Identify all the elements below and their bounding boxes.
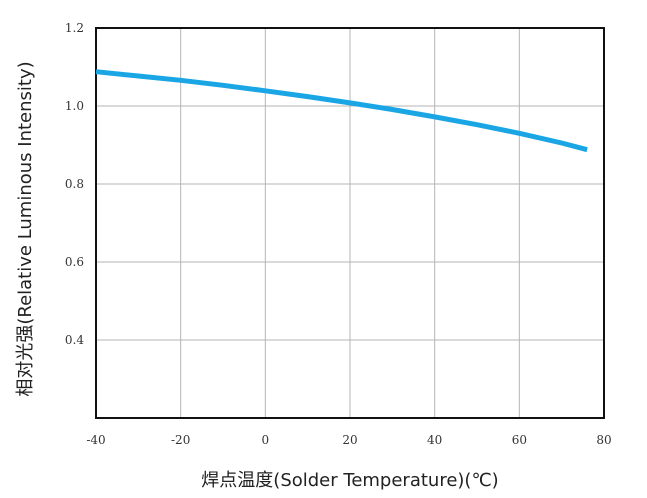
x-tick-label: -40 bbox=[86, 433, 105, 447]
series-layer bbox=[95, 69, 588, 153]
y-tick-label: 0.8 bbox=[65, 177, 84, 191]
y-tick-label: 1.2 bbox=[65, 21, 84, 35]
x-tick-label: -20 bbox=[171, 433, 190, 447]
x-tick-label: 20 bbox=[342, 433, 357, 447]
tick-labels: -40 -20 0 20 40 60 80 0.4 0.6 0.8 1.0 1.2 bbox=[65, 21, 612, 447]
x-tick-label: 80 bbox=[596, 433, 611, 447]
y-axis-title: 相对光强(Relative Luminous Intensity) bbox=[15, 61, 36, 396]
series-line bbox=[95, 69, 588, 153]
x-axis-title: 焊点温度(Solder Temperature)(℃) bbox=[201, 470, 498, 491]
x-tick-label: 40 bbox=[427, 433, 442, 447]
y-tick-label: 0.4 bbox=[65, 333, 84, 347]
grid-lines bbox=[96, 28, 604, 418]
plot-frame bbox=[95, 27, 605, 419]
y-tick-label: 1.0 bbox=[65, 99, 84, 113]
y-tick-label: 0.6 bbox=[65, 255, 84, 269]
x-tick-label: 0 bbox=[262, 433, 270, 447]
x-tick-label: 60 bbox=[512, 433, 527, 447]
